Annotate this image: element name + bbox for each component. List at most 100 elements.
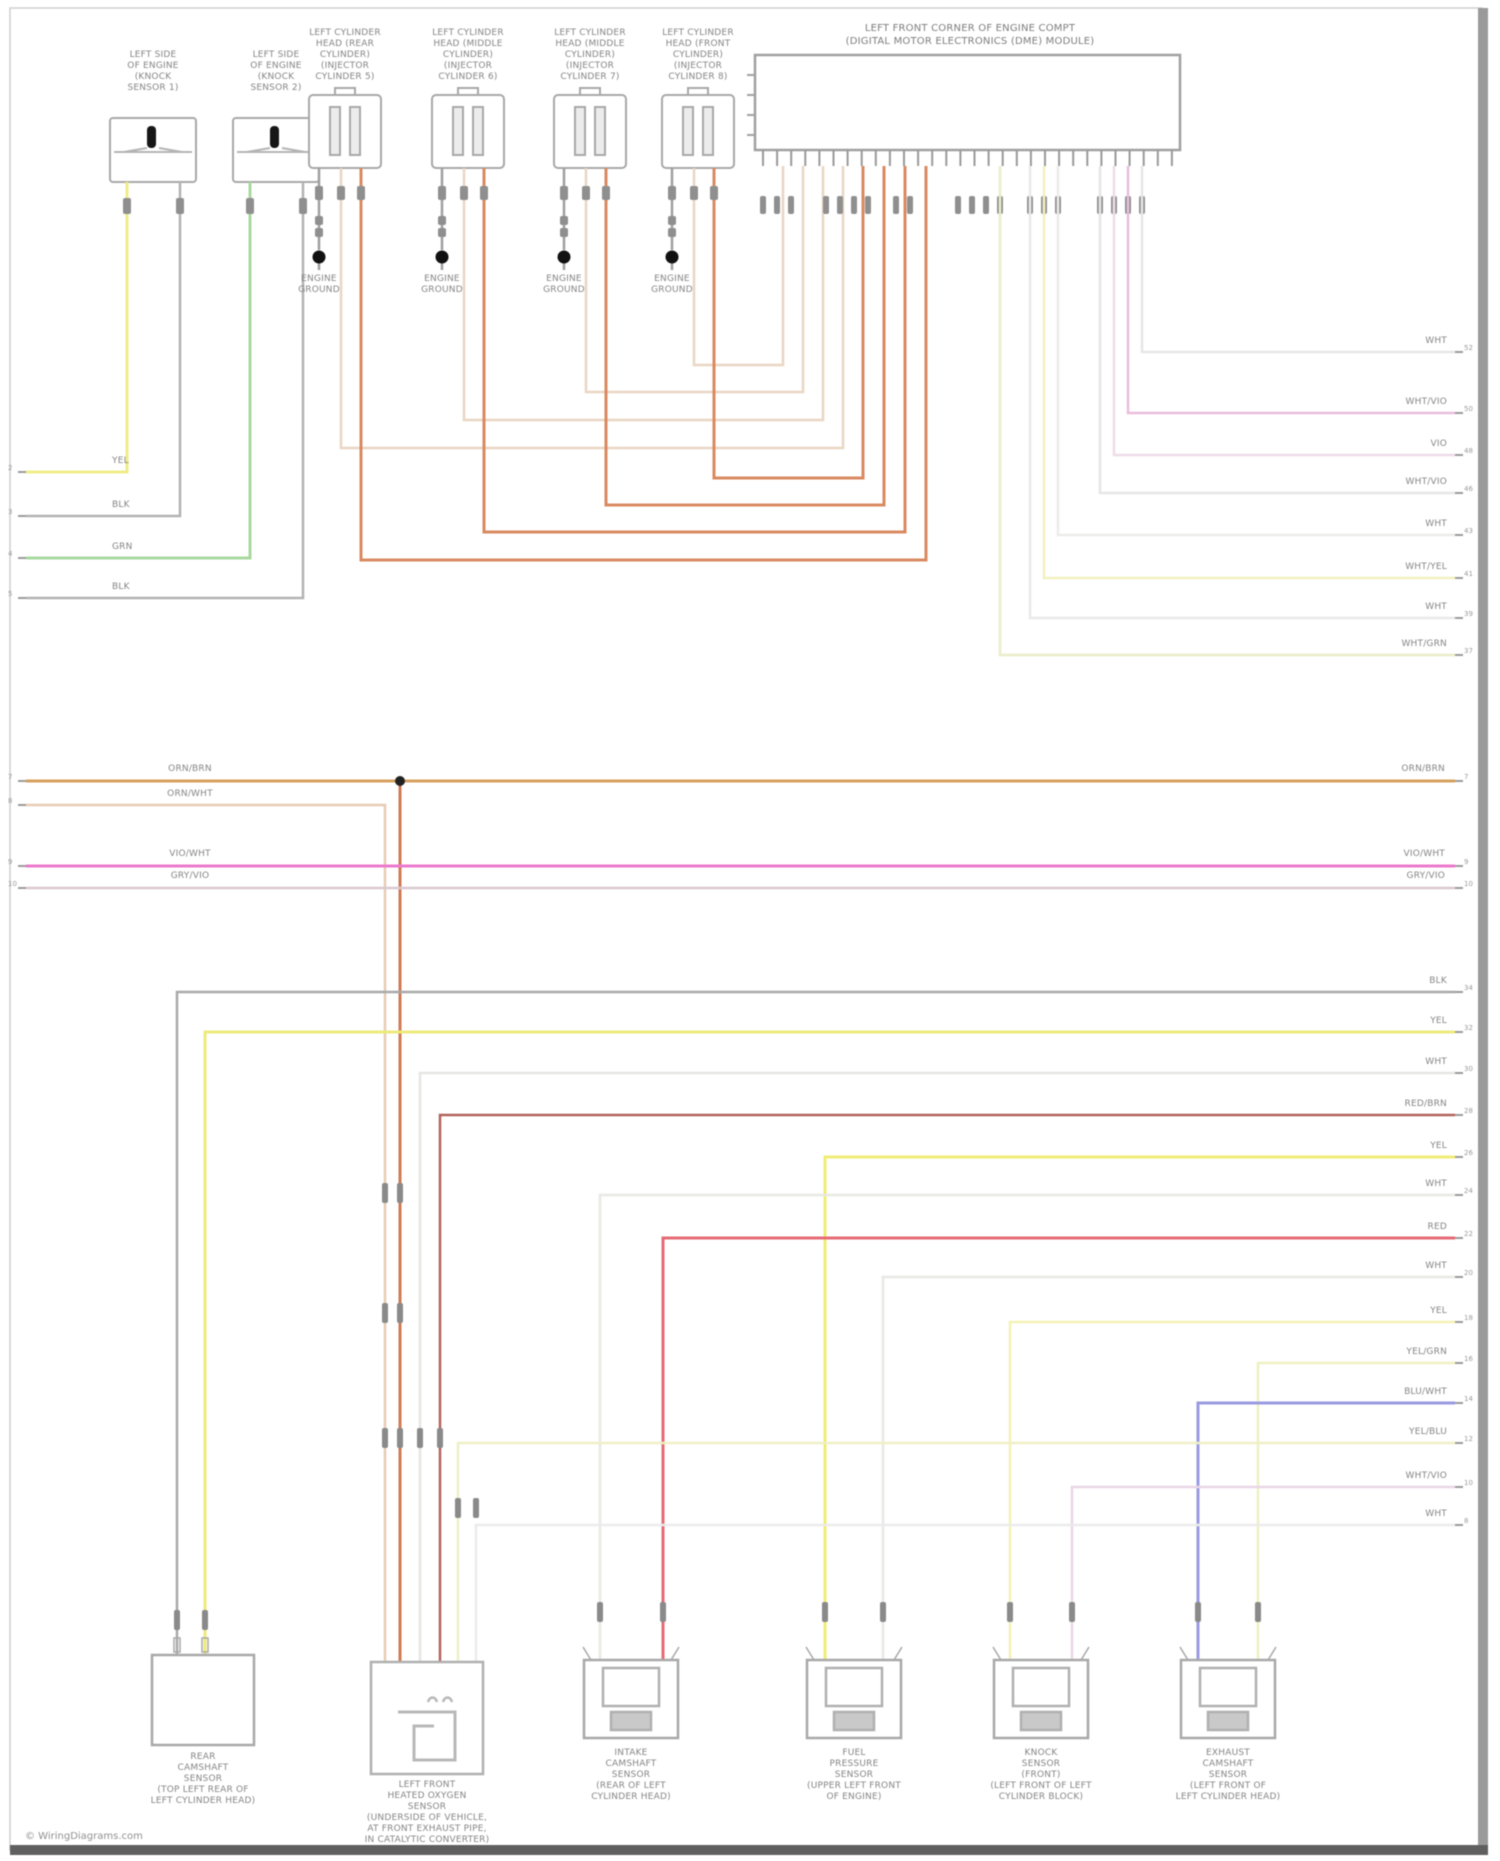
left-exit-pin-2: 3 — [8, 508, 13, 516]
knock-sensor-1-label: LEFT SIDE OF ENGINE (KNOCK SENSOR 1) — [127, 50, 179, 93]
left-exit-label-4: BLK — [112, 582, 130, 592]
right-bottom-pin-4: 28 — [1464, 1107, 1473, 1115]
component-6-symbol — [1179, 1646, 1277, 1740]
bus-right-pin-1: 7 — [1464, 773, 1469, 781]
right-top-pin-6: 41 — [1464, 570, 1473, 578]
bus-right-pin-2: 9 — [1464, 858, 1469, 866]
right-top-label-1: WHT — [1425, 336, 1447, 346]
right-bottom-pin-2: 32 — [1464, 1024, 1473, 1032]
component-1-label: REAR CAMSHAFT SENSOR (TOP LEFT REAR OF L… — [150, 1752, 256, 1806]
right-top-label-3: VIO — [1430, 439, 1447, 449]
right-bottom-pin-11: 14 — [1464, 1395, 1473, 1403]
right-bottom-label-1: BLK — [1429, 976, 1447, 986]
lower-inline-connectors — [174, 1183, 1261, 1630]
bus-left-pin-4: 10 — [8, 880, 17, 888]
injector-symbols — [308, 87, 735, 169]
right-top-pin-1: 52 — [1464, 344, 1473, 352]
injector-3-ground-label: ENGINE GROUND — [543, 274, 585, 295]
component-3-label: INTAKE CAMSHAFT SENSOR (REAR OF LEFT CYL… — [591, 1748, 671, 1802]
right-bottom-pin-8: 20 — [1464, 1269, 1473, 1277]
right-edge-ticks — [1455, 351, 1463, 1526]
right-top-label-2: WHT/VIO — [1405, 397, 1447, 407]
right-bottom-label-7: RED — [1427, 1222, 1447, 1232]
knock-sensor-2-symbol — [232, 117, 320, 183]
knock-sensor-wires — [26, 182, 305, 600]
injector-2-label: LEFT CYLINDER HEAD (MIDDLE CYLINDER) (IN… — [432, 28, 504, 82]
left-exit-label-1: YEL — [112, 456, 129, 466]
right-top-label-7: WHT — [1425, 602, 1447, 612]
component-3-symbol — [582, 1646, 680, 1740]
right-bottom-label-5: YEL — [1430, 1141, 1447, 1151]
right-bottom-pin-5: 26 — [1464, 1149, 1473, 1157]
knock-sensor-1-symbol — [109, 117, 197, 183]
right-bottom-label-9: YEL — [1430, 1306, 1447, 1316]
right-bottom-label-14: WHT — [1425, 1509, 1447, 1519]
injector-2-symbol — [431, 87, 505, 169]
right-top-label-5: WHT — [1425, 519, 1447, 529]
left-exit-label-2: BLK — [112, 500, 130, 510]
right-bottom-label-10: YEL/GRN — [1406, 1347, 1447, 1357]
injector-2-ground-label: ENGINE GROUND — [421, 274, 463, 295]
bus-left-pin-3: 9 — [8, 858, 13, 866]
lower-wire-runs — [175, 990, 1455, 1662]
right-bottom-label-3: WHT — [1425, 1057, 1447, 1067]
injector-4-ground-label: ENGINE GROUND — [651, 274, 693, 295]
right-bottom-label-12: YEL/BLU — [1409, 1427, 1447, 1437]
bus-left-label-3: VIO/WHT — [169, 849, 211, 859]
injector-splice-dots — [312, 250, 679, 264]
right-top-pin-2: 50 — [1464, 405, 1473, 413]
component-5-label: KNOCK SENSOR (FRONT) (LEFT FRONT OF LEFT… — [990, 1748, 1092, 1802]
left-exit-pin-1: 2 — [8, 464, 13, 472]
right-bottom-pin-6: 24 — [1464, 1187, 1473, 1195]
bus-left-label-4: GRY/VIO — [170, 871, 210, 881]
right-top-pin-3: 48 — [1464, 447, 1473, 455]
right-top-label-8: WHT/GRN — [1401, 639, 1447, 649]
component-4-label: FUEL PRESSURE SENSOR (UPPER LEFT FRONT O… — [807, 1748, 901, 1802]
right-bottom-pin-14: 8 — [1464, 1517, 1469, 1525]
bus-left-label-2: ORN/WHT — [167, 789, 213, 799]
right-bottom-label-13: WHT/VIO — [1405, 1471, 1447, 1481]
injector-3-label: LEFT CYLINDER HEAD (MIDDLE CYLINDER) (IN… — [554, 28, 626, 82]
right-bottom-pin-3: 30 — [1464, 1065, 1473, 1073]
injector-1-label: LEFT CYLINDER HEAD (REAR CYLINDER) (INJE… — [309, 28, 381, 82]
bus-left-pin-2: 8 — [8, 797, 13, 805]
bus-wires — [26, 779, 1455, 1662]
injector-signal-loops — [339, 166, 928, 562]
right-top-label-6: WHT/YEL — [1405, 562, 1447, 572]
bus-right-pin-3: 10 — [1464, 880, 1473, 888]
component-2-label: LEFT FRONT HEATED OXYGEN SENSOR (UNDERSI… — [364, 1780, 490, 1845]
right-bottom-label-4: RED/BRN — [1404, 1099, 1447, 1109]
right-top-label-4: WHT/VIO — [1405, 477, 1447, 487]
injector-4-symbol — [661, 87, 735, 169]
right-bottom-label-8: WHT — [1425, 1261, 1447, 1271]
right-bottom-pin-12: 12 — [1464, 1435, 1473, 1443]
left-exit-pin-4: 5 — [8, 590, 13, 598]
right-bottom-pin-1: 34 — [1464, 984, 1473, 992]
left-exit-label-3: GRN — [112, 542, 133, 552]
right-bottom-label-2: YEL — [1430, 1016, 1447, 1026]
right-bottom-label-6: WHT — [1425, 1179, 1447, 1189]
component-symbols — [150, 1637, 1277, 1776]
injector-inline-connectors — [315, 186, 718, 237]
right-top-pin-4: 46 — [1464, 485, 1473, 493]
right-bottom-pin-13: 10 — [1464, 1479, 1473, 1487]
dme-box — [747, 53, 1182, 166]
component-1-symbol — [150, 1637, 256, 1747]
bus-right-label-1: ORN/BRN — [1401, 764, 1445, 774]
injector-1-symbol — [308, 87, 382, 169]
right-bottom-pin-9: 18 — [1464, 1314, 1473, 1322]
bus-left-label-1: ORN/BRN — [168, 764, 212, 774]
right-bottom-pin-10: 16 — [1464, 1355, 1473, 1363]
injector-3-symbol — [553, 87, 627, 169]
left-edge-ticks — [18, 471, 26, 889]
component-6-label: EXHAUST CAMSHAFT SENSOR (LEFT FRONT OF L… — [1175, 1748, 1281, 1802]
right-top-pin-8: 37 — [1464, 647, 1473, 655]
knock-sensor-2-label: LEFT SIDE OF ENGINE (KNOCK SENSOR 2) — [250, 50, 302, 93]
injector-4-label: LEFT CYLINDER HEAD (FRONT CYLINDER) (INJ… — [662, 28, 734, 82]
left-exit-pin-3: 4 — [8, 550, 13, 558]
bus-left-pin-1: 7 — [8, 773, 13, 781]
component-5-symbol — [992, 1646, 1090, 1740]
bus-junction-dot — [395, 776, 405, 786]
